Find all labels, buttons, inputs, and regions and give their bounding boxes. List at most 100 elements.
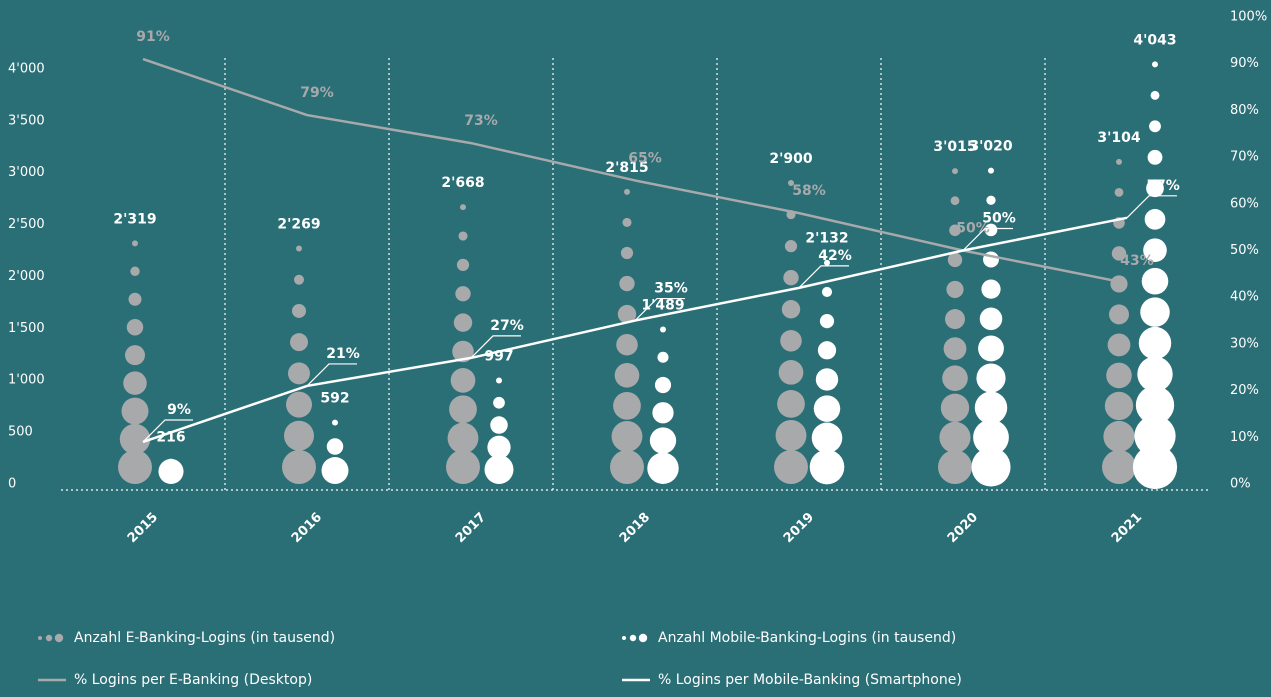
dot <box>949 224 961 237</box>
legend-swatch <box>622 636 626 640</box>
dot <box>824 259 830 266</box>
y-tick-label: 2'000 <box>8 269 45 284</box>
dot <box>619 275 635 292</box>
dot <box>123 371 147 395</box>
data-label: 3'104 <box>1097 130 1141 146</box>
dot <box>774 450 808 484</box>
dot <box>484 455 514 484</box>
data-label: 50% <box>982 211 1016 227</box>
dot <box>976 363 1006 393</box>
dot <box>1141 267 1169 295</box>
dot <box>952 168 958 175</box>
dot <box>130 266 140 277</box>
dot <box>1109 304 1129 325</box>
dot <box>775 420 807 451</box>
dot <box>945 309 965 330</box>
y2-tick-label: 20% <box>1230 383 1259 398</box>
dot <box>660 326 666 333</box>
dot <box>296 245 302 252</box>
leader <box>634 297 685 321</box>
dot <box>458 231 468 241</box>
dot <box>981 279 1001 299</box>
dot <box>460 204 466 211</box>
y2-tick-label: 60% <box>1230 196 1259 211</box>
y2-tick-label: 0% <box>1230 477 1251 492</box>
dot-column <box>809 259 845 485</box>
legend-label: Anzahl E-Banking-Logins (in tausend) <box>74 630 335 646</box>
dot <box>1106 362 1132 389</box>
dot <box>614 362 640 388</box>
data-label: 35% <box>654 281 688 297</box>
y2-tick-label: 100% <box>1230 10 1267 25</box>
dot <box>624 188 630 195</box>
dot <box>950 196 960 206</box>
leader <box>306 363 357 387</box>
leader <box>470 335 521 359</box>
data-label: 3'015 <box>933 139 976 155</box>
leader <box>962 227 1013 251</box>
dot <box>647 452 679 484</box>
dot <box>1135 385 1175 425</box>
dot <box>1140 297 1170 327</box>
dot <box>125 345 145 366</box>
dot-column <box>1132 61 1178 490</box>
dot-column <box>610 188 644 484</box>
legend-swatch <box>38 636 42 640</box>
dot <box>288 362 310 385</box>
dot <box>943 337 967 361</box>
dot-column <box>446 204 480 484</box>
dot-column <box>647 326 679 484</box>
y2-tick-label: 50% <box>1230 243 1259 258</box>
dot-column <box>938 168 972 484</box>
dot <box>821 286 833 297</box>
dot <box>616 333 638 356</box>
dot <box>1103 420 1135 453</box>
dot <box>1137 356 1173 392</box>
dot <box>811 422 843 454</box>
dot <box>284 420 314 451</box>
dot-column <box>118 240 152 484</box>
y2-tick-label: 80% <box>1230 103 1259 118</box>
dot <box>1102 450 1136 484</box>
y-tick-label: 0 <box>8 477 16 492</box>
y2-tick-label: 90% <box>1230 56 1259 71</box>
data-label: 1'489 <box>641 297 684 313</box>
leader <box>1126 195 1177 219</box>
dot <box>947 252 963 268</box>
dot <box>817 341 837 360</box>
dot <box>783 270 799 286</box>
dot <box>326 438 344 455</box>
dot <box>815 368 839 391</box>
dot <box>1116 158 1122 165</box>
dot <box>1150 90 1160 100</box>
dot <box>119 423 151 455</box>
dot <box>988 167 994 174</box>
dot <box>493 396 505 409</box>
dot <box>1132 444 1178 490</box>
dot <box>487 435 511 459</box>
dot <box>490 416 508 434</box>
dot <box>1143 238 1167 263</box>
dot-column <box>321 419 349 484</box>
data-label: 43% <box>1120 253 1154 269</box>
dot <box>617 304 637 324</box>
data-label: 592 <box>320 391 349 407</box>
dot <box>777 390 805 418</box>
dot <box>809 449 845 485</box>
dot <box>449 395 477 424</box>
leader <box>798 265 849 289</box>
y2-tick-label: 30% <box>1230 336 1259 351</box>
data-label: 2'319 <box>113 211 156 227</box>
y-tick-label: 3'000 <box>8 165 45 180</box>
y-tick-label: 1'000 <box>8 373 45 388</box>
dot <box>282 450 316 484</box>
legend-swatch <box>45 634 53 642</box>
dot <box>1149 120 1161 133</box>
data-label: 65% <box>628 150 662 166</box>
data-label: 73% <box>464 113 498 129</box>
data-label: 91% <box>136 29 170 45</box>
dot-column <box>282 245 316 484</box>
dot <box>452 340 474 363</box>
data-label: 2'668 <box>441 175 484 191</box>
data-label: 57% <box>1146 178 1180 194</box>
